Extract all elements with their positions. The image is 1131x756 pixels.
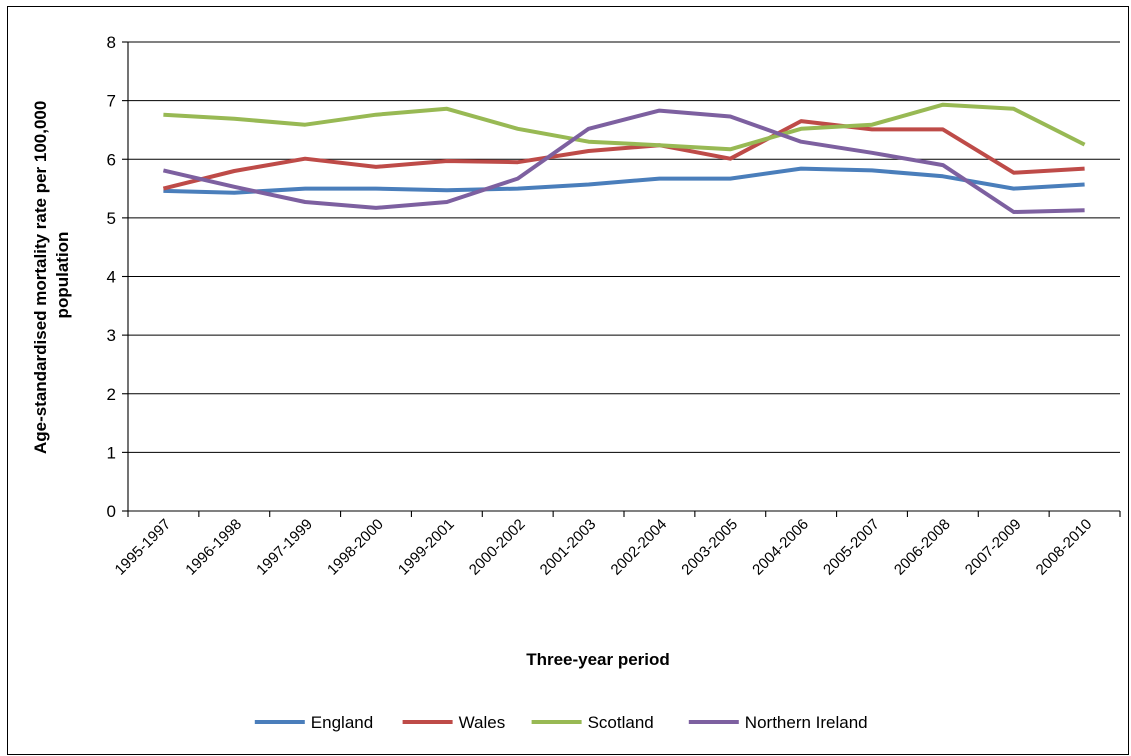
series-lines bbox=[162, 102, 1086, 214]
x-tick-label: 2006-2008 bbox=[891, 516, 954, 579]
x-tick-label: 2005-2007 bbox=[820, 516, 883, 579]
y-tick-label: 7 bbox=[107, 92, 116, 111]
y-axis-title-line-2: population bbox=[53, 232, 72, 319]
y-tick-label: 4 bbox=[107, 268, 116, 287]
y-tick-labels: 0 1 2 3 4 5 6 7 8 bbox=[107, 33, 116, 521]
x-tick-label: 1996-1998 bbox=[182, 516, 245, 579]
x-tick-label: 2007-2009 bbox=[962, 516, 1025, 579]
y-tick-label: 2 bbox=[107, 385, 116, 404]
legend-item-northern-ireland: Northern Ireland bbox=[688, 713, 868, 732]
y-tick-label: 5 bbox=[107, 209, 116, 228]
y-tick-label: 8 bbox=[107, 33, 116, 52]
x-tick-label: 2001-2003 bbox=[537, 516, 600, 579]
y-axis-title-line-1: Age-standardised mortality rate per 100,… bbox=[31, 101, 50, 454]
legend-label: England bbox=[311, 713, 373, 732]
series-line-scotland bbox=[163, 102, 1086, 152]
x-tick-labels: 1995-1997 1996-1998 1997-1999 1998-2000 1999… bbox=[112, 516, 1096, 579]
y-axis-title: Age-standardised mortality rate per 100,… bbox=[31, 96, 72, 454]
x-tick-label: 1995-1997 bbox=[112, 516, 175, 579]
x-tick-label: 2000-2002 bbox=[466, 516, 529, 579]
x-tick-label: 2002-2004 bbox=[608, 516, 671, 579]
x-tick-label: 2004-2006 bbox=[749, 516, 812, 579]
legend-label: Wales bbox=[459, 713, 506, 732]
series-line-northern-ireland bbox=[162, 108, 1085, 214]
legend-label: Northern Ireland bbox=[745, 713, 868, 732]
x-tick-label: 2003-2005 bbox=[678, 516, 741, 579]
x-tick-label: 2008-2010 bbox=[1033, 516, 1096, 579]
x-tick-label: 1998-2000 bbox=[324, 516, 387, 579]
x-tick-label: 1997-1999 bbox=[253, 516, 316, 579]
x-axis-title: Three-year period bbox=[526, 650, 670, 669]
series-line-wales bbox=[162, 119, 1085, 191]
axes bbox=[122, 41, 1121, 517]
y-tick-label: 1 bbox=[107, 443, 116, 462]
x-tick-label: 1999-2001 bbox=[395, 516, 458, 579]
legend: England Wales Scotland Northern Ireland bbox=[254, 713, 868, 732]
legend-item-scotland: Scotland bbox=[531, 713, 654, 732]
gridlines bbox=[128, 41, 1120, 453]
y-tick-label: 6 bbox=[107, 150, 116, 169]
legend-label: Scotland bbox=[588, 713, 654, 732]
series-line-england bbox=[163, 166, 1085, 195]
legend-item-england: England bbox=[254, 713, 373, 732]
y-tick-label: 3 bbox=[107, 326, 116, 345]
y-tick-label: 0 bbox=[107, 502, 116, 521]
legend-item-wales: Wales bbox=[402, 713, 506, 732]
